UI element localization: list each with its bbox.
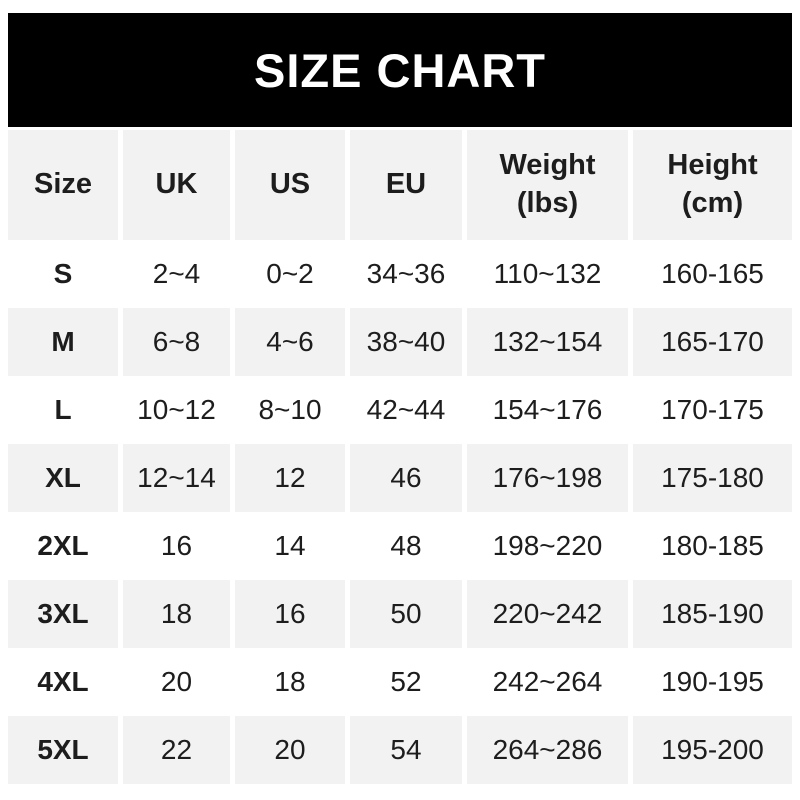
page-title: SIZE CHART <box>254 43 546 97</box>
eu-cell: 50 <box>350 580 462 648</box>
height-cell: 175-180 <box>633 444 792 512</box>
table-row-3xl: 3XL 18 16 50 220~242 185-190 <box>8 580 792 648</box>
size-cell: M <box>8 308 118 376</box>
uk-cell: 18 <box>123 580 230 648</box>
height-cell: 195-200 <box>633 716 792 784</box>
us-cell: 8~10 <box>258 393 322 425</box>
uk-cell: 22 <box>123 716 230 784</box>
size-cell: 4XL <box>37 665 89 697</box>
weight-cell: 110~132 <box>493 257 602 289</box>
height-cell: 170-175 <box>661 393 764 425</box>
size-chart-table: Size UK US EU Weight (lbs) Height (cm) S… <box>8 130 792 784</box>
table-row-l: L 10~12 8~10 42~44 154~176 170-175 <box>8 376 792 444</box>
uk-cell: 16 <box>160 529 193 561</box>
eu-cell: 52 <box>390 665 422 697</box>
table-row-m: M 6~8 4~6 38~40 132~154 165-170 <box>8 308 792 376</box>
uk-cell: 20 <box>160 665 193 697</box>
column-header-size-label: Size <box>33 168 93 201</box>
weight-cell: 242~264 <box>492 665 603 697</box>
eu-cell: 34~36 <box>366 257 446 289</box>
column-header-weight-label: Weight <box>499 149 596 182</box>
height-cell: 190-195 <box>661 665 764 697</box>
us-cell: 12 <box>235 444 345 512</box>
us-cell: 0~2 <box>266 257 314 289</box>
eu-cell: 42~44 <box>366 393 446 425</box>
table-row-4xl: 4XL 20 18 52 242~264 190-195 <box>8 648 792 716</box>
uk-cell: 12~14 <box>123 444 230 512</box>
us-cell: 4~6 <box>235 308 345 376</box>
table-row-2xl: 2XL 16 14 48 198~220 180-185 <box>8 512 792 580</box>
size-cell: S <box>53 257 73 289</box>
weight-cell: 176~198 <box>467 444 628 512</box>
table-row-s: S 2~4 0~2 34~36 110~132 160-165 <box>8 240 792 308</box>
size-cell: 2XL <box>37 529 89 561</box>
us-cell: 18 <box>274 665 306 697</box>
column-header-height-unit: (cm) <box>681 187 744 219</box>
size-cell: 5XL <box>8 716 118 784</box>
weight-cell: 154~176 <box>492 393 603 425</box>
height-cell: 160-165 <box>661 257 764 289</box>
column-header-eu: EU <box>350 130 462 240</box>
table-header-row: Size UK US EU Weight (lbs) Height (cm) <box>8 130 792 240</box>
column-header-height: Height (cm) <box>633 130 792 240</box>
uk-cell: 2~4 <box>152 257 201 289</box>
size-cell: 3XL <box>8 580 118 648</box>
eu-cell: 48 <box>390 529 422 561</box>
table-row-xl: XL 12~14 12 46 176~198 175-180 <box>8 444 792 512</box>
eu-cell: 54 <box>350 716 462 784</box>
height-cell: 185-190 <box>633 580 792 648</box>
weight-cell: 220~242 <box>467 580 628 648</box>
uk-cell: 6~8 <box>123 308 230 376</box>
us-cell: 14 <box>274 529 306 561</box>
height-cell: 165-170 <box>633 308 792 376</box>
weight-cell: 132~154 <box>467 308 628 376</box>
us-cell: 20 <box>235 716 345 784</box>
size-cell: XL <box>8 444 118 512</box>
weight-cell: 264~286 <box>467 716 628 784</box>
column-header-uk-label: UK <box>155 168 198 201</box>
uk-cell: 10~12 <box>137 393 216 425</box>
height-cell: 180-185 <box>661 529 764 561</box>
eu-cell: 46 <box>350 444 462 512</box>
column-header-weight-unit: (lbs) <box>516 187 579 219</box>
column-header-height-label: Height <box>667 149 758 182</box>
column-header-uk: UK <box>123 130 230 240</box>
column-header-eu-label: EU <box>385 168 427 201</box>
us-cell: 16 <box>235 580 345 648</box>
size-cell: L <box>54 393 72 425</box>
column-header-weight: Weight (lbs) <box>467 130 628 240</box>
column-header-us: US <box>235 130 345 240</box>
eu-cell: 38~40 <box>350 308 462 376</box>
weight-cell: 198~220 <box>492 529 603 561</box>
column-header-us-label: US <box>269 168 311 201</box>
table-row-5xl: 5XL 22 20 54 264~286 195-200 <box>8 716 792 784</box>
column-header-size: Size <box>8 130 118 240</box>
size-chart-banner: SIZE CHART <box>8 13 792 127</box>
